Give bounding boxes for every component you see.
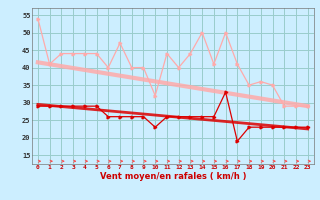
X-axis label: Vent moyen/en rafales ( km/h ): Vent moyen/en rafales ( km/h )	[100, 172, 246, 181]
